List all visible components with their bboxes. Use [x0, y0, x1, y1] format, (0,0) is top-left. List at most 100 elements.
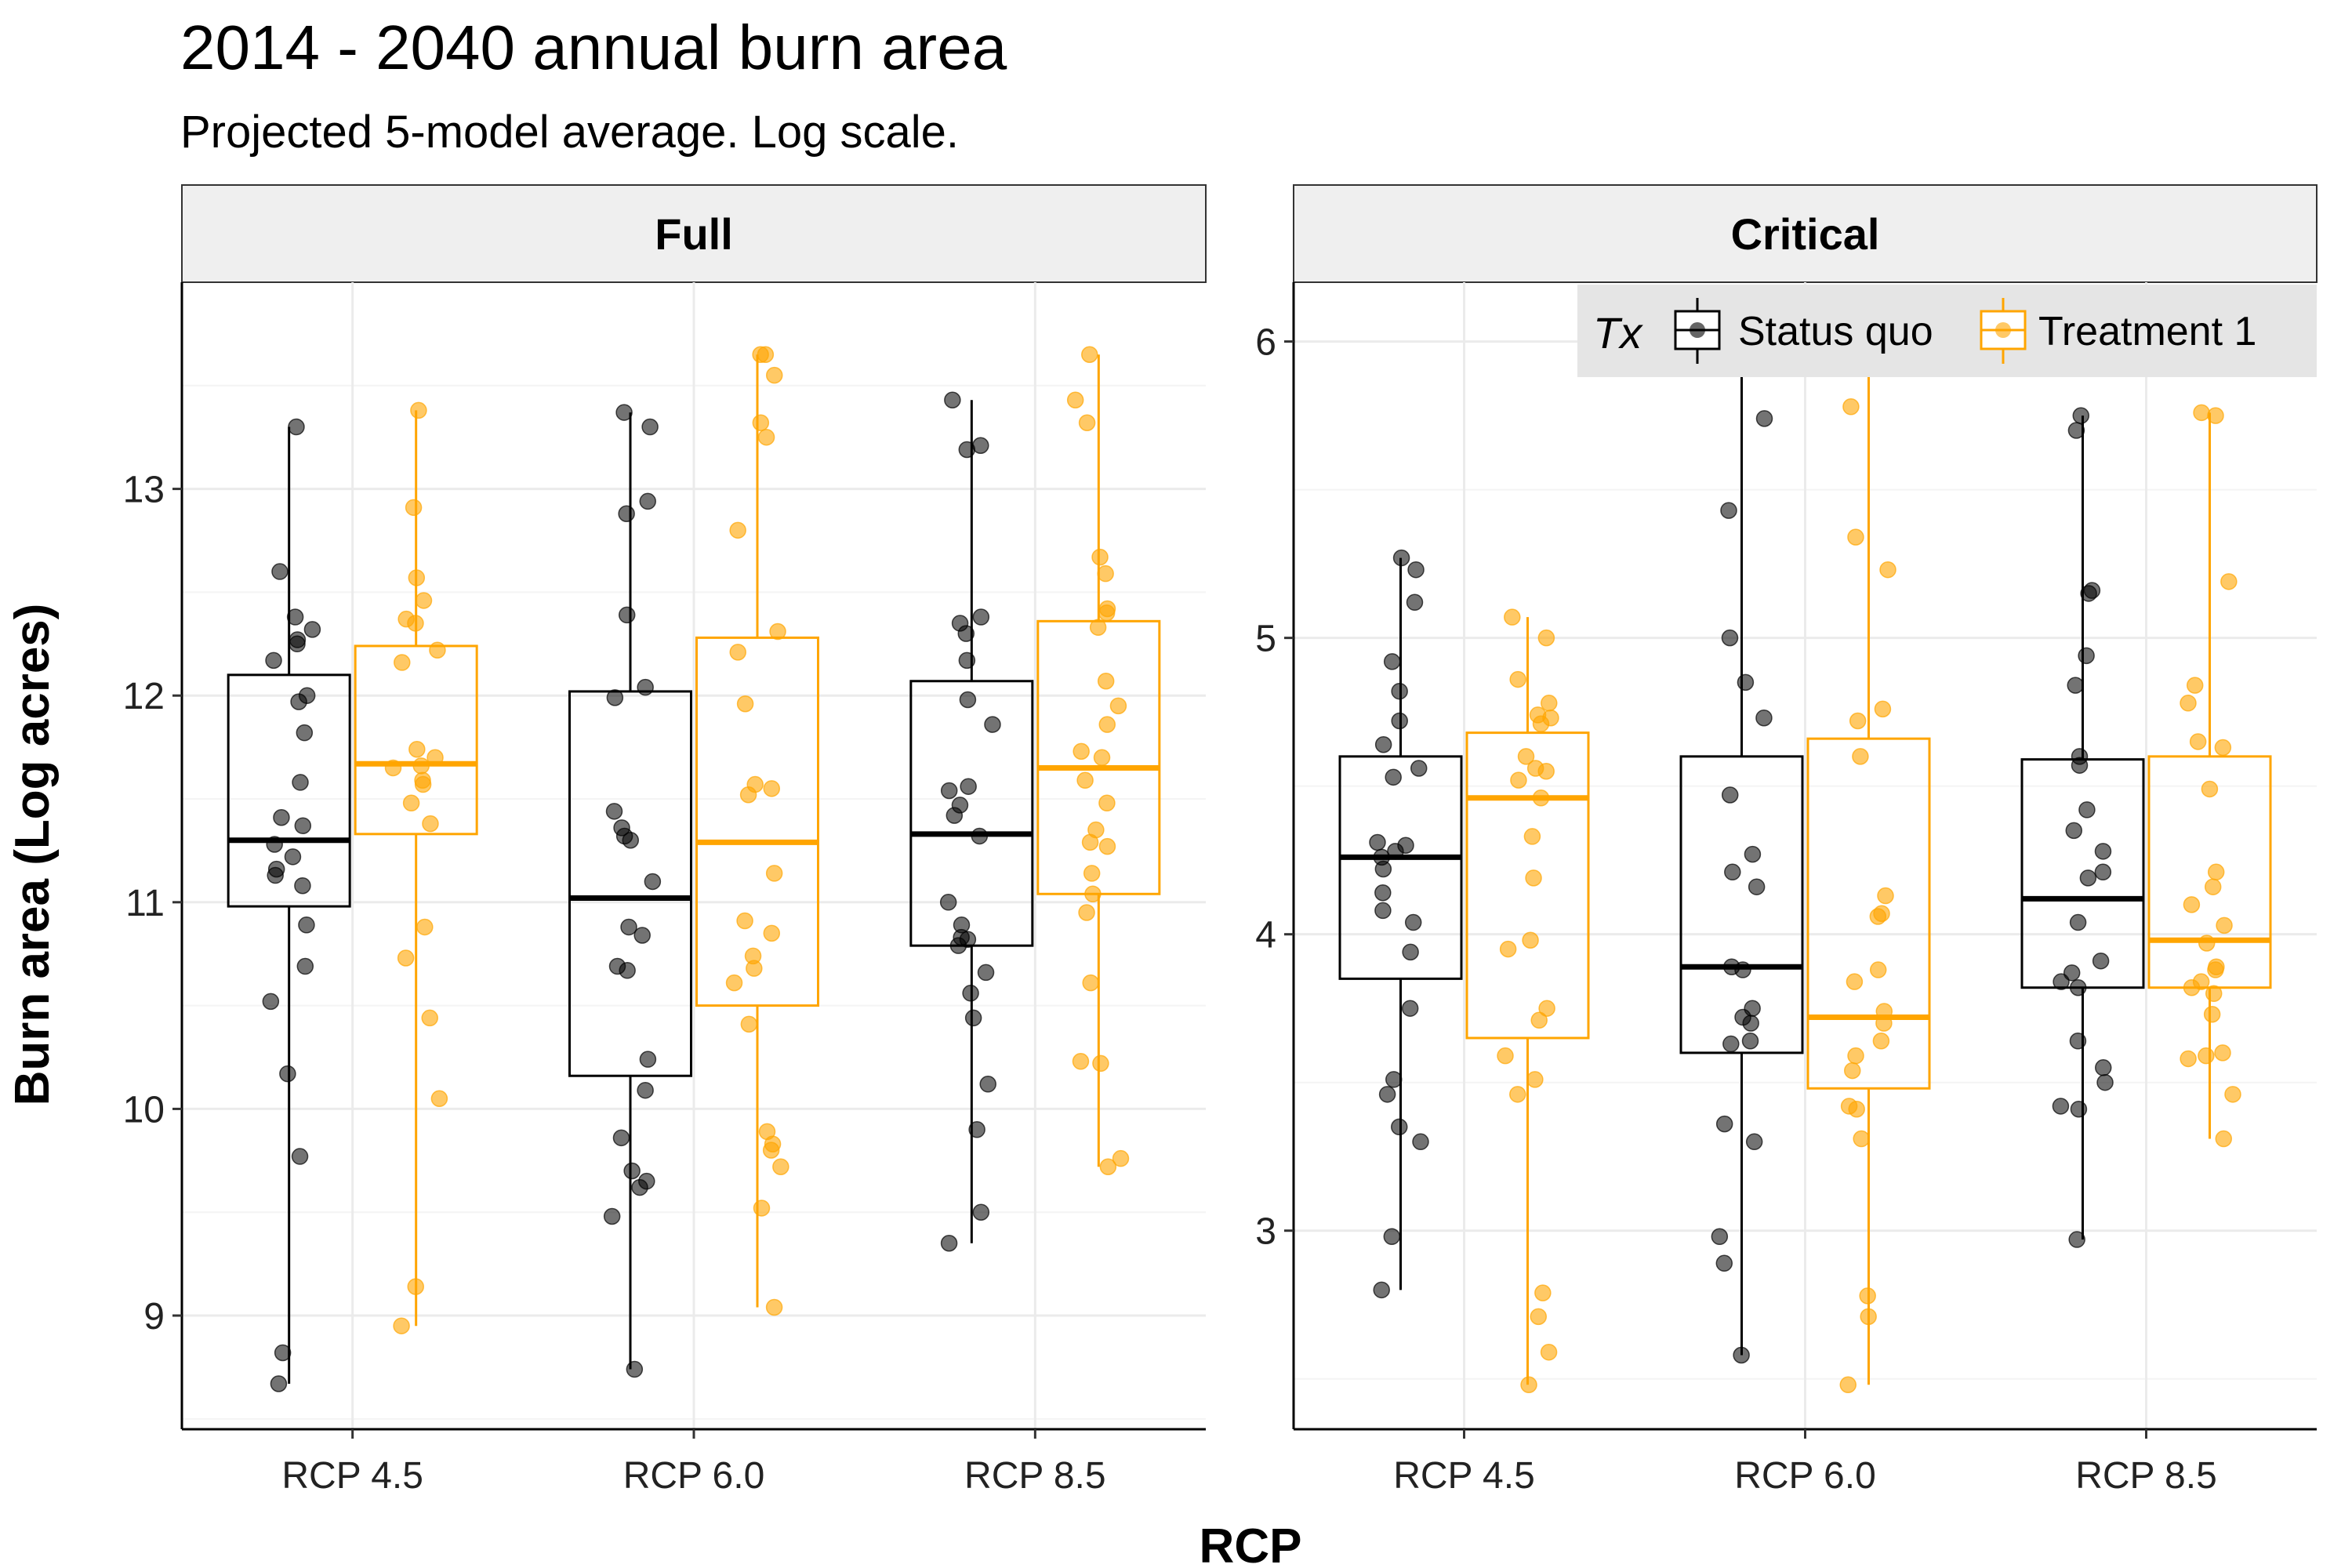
data-point: [1401, 1000, 1419, 1017]
data-point: [1711, 1228, 1729, 1246]
data-point: [1091, 548, 1109, 566]
data-point: [633, 927, 651, 944]
data-point: [1383, 1228, 1401, 1246]
data-point: [1520, 1376, 1537, 1394]
data-point: [1081, 833, 1099, 851]
x-tick-label: RCP 4.5: [281, 1455, 423, 1497]
data-point: [1745, 1133, 1763, 1151]
data-point: [1532, 715, 1550, 733]
data-point: [271, 563, 289, 580]
box-iqr: [1465, 731, 1590, 1040]
data-point: [1748, 878, 1766, 895]
data-point: [2203, 1005, 2221, 1023]
data-point: [1530, 1011, 1548, 1029]
data-point: [415, 592, 433, 609]
data-point: [1373, 1281, 1390, 1299]
data-point: [765, 865, 783, 882]
data-point: [1089, 619, 1107, 636]
data-point: [620, 918, 637, 936]
legend-key-status-quo: Status quo: [1674, 298, 1933, 364]
data-point: [940, 1235, 958, 1252]
data-point: [2070, 1100, 2088, 1118]
data-point: [430, 1090, 448, 1107]
data-point: [631, 1178, 648, 1196]
data-point: [1378, 1086, 1396, 1103]
data-point: [1530, 1308, 1548, 1326]
data-point: [408, 569, 426, 586]
data-point: [1872, 1033, 1890, 1050]
data-point: [1848, 1100, 1865, 1118]
data-point: [2180, 695, 2197, 712]
data-point: [962, 985, 979, 1002]
data-point: [960, 778, 977, 795]
data-point: [1082, 974, 1099, 992]
data-point: [303, 621, 321, 638]
data-point: [1084, 885, 1102, 903]
data-point: [2052, 1098, 2070, 1115]
y-tick-label: 13: [123, 470, 165, 511]
data-point: [1406, 593, 1424, 612]
data-point: [1517, 748, 1535, 765]
data-point: [1374, 860, 1392, 878]
y-axis-label: Burn area (Log acres): [5, 604, 60, 1106]
data-point: [2204, 878, 2222, 895]
data-point: [1098, 604, 1116, 622]
data-point: [615, 404, 633, 421]
data-point: [2071, 757, 2089, 774]
data-point: [429, 641, 446, 659]
legend-point: [1690, 322, 1705, 338]
data-point: [1720, 502, 1737, 519]
x-tick-label: RCP 8.5: [964, 1455, 1106, 1497]
data-point: [2205, 985, 2223, 1003]
data-point: [1499, 940, 1517, 958]
boxplot-status-quo-2: [1679, 318, 1804, 1364]
data-point: [1742, 1014, 1759, 1032]
data-point: [1852, 748, 1869, 765]
data-point: [949, 937, 967, 954]
data-point: [1073, 742, 1090, 760]
data-point: [1733, 1346, 1750, 1364]
data-point: [1098, 837, 1116, 855]
data-point: [405, 499, 423, 517]
data-point: [1374, 735, 1392, 753]
data-point: [2198, 1047, 2215, 1065]
data-point: [1374, 902, 1392, 920]
data-point: [426, 749, 444, 767]
data-point: [644, 873, 662, 891]
data-point: [1412, 1133, 1429, 1151]
boxplot-treatment-1-1: [1465, 608, 1590, 1394]
legend-key-treatment-1: Treatment 1: [1980, 298, 2256, 364]
data-point: [641, 418, 659, 436]
data-point: [262, 993, 280, 1011]
data-point: [292, 774, 309, 791]
data-point: [1099, 1158, 1117, 1175]
data-point: [1081, 346, 1098, 364]
y-tick-label: 12: [123, 676, 165, 717]
data-point: [1534, 1284, 1552, 1301]
data-point: [1402, 943, 1419, 961]
data-point: [2067, 677, 2084, 694]
data-point: [1744, 845, 1762, 863]
data-point: [1734, 961, 1751, 978]
data-point: [286, 608, 304, 626]
facet-panel-critical: Critical 3 4 5 6 RCP 4.5 RCP 6.0 RCP 8.5: [1255, 184, 2318, 1497]
legend-entry-label: Treatment 1: [2038, 309, 2256, 354]
data-point: [757, 428, 775, 446]
boxplot-status-quo-3: [909, 391, 1034, 1252]
data-point: [736, 912, 753, 930]
data-point: [1847, 1047, 1864, 1065]
data-point: [763, 924, 781, 942]
data-point: [2198, 935, 2216, 952]
data-point: [414, 775, 432, 793]
data-point: [412, 757, 430, 775]
data-point: [939, 894, 957, 911]
legend: Tx Status quo Treatment 1: [1577, 285, 2317, 377]
boxplot-status-quo-1: [1338, 549, 1463, 1299]
data-point: [1869, 908, 1887, 925]
data-point: [394, 654, 411, 671]
data-point: [736, 695, 754, 713]
legend-point: [1995, 322, 2011, 338]
data-point: [977, 964, 995, 982]
data-point: [729, 644, 746, 661]
